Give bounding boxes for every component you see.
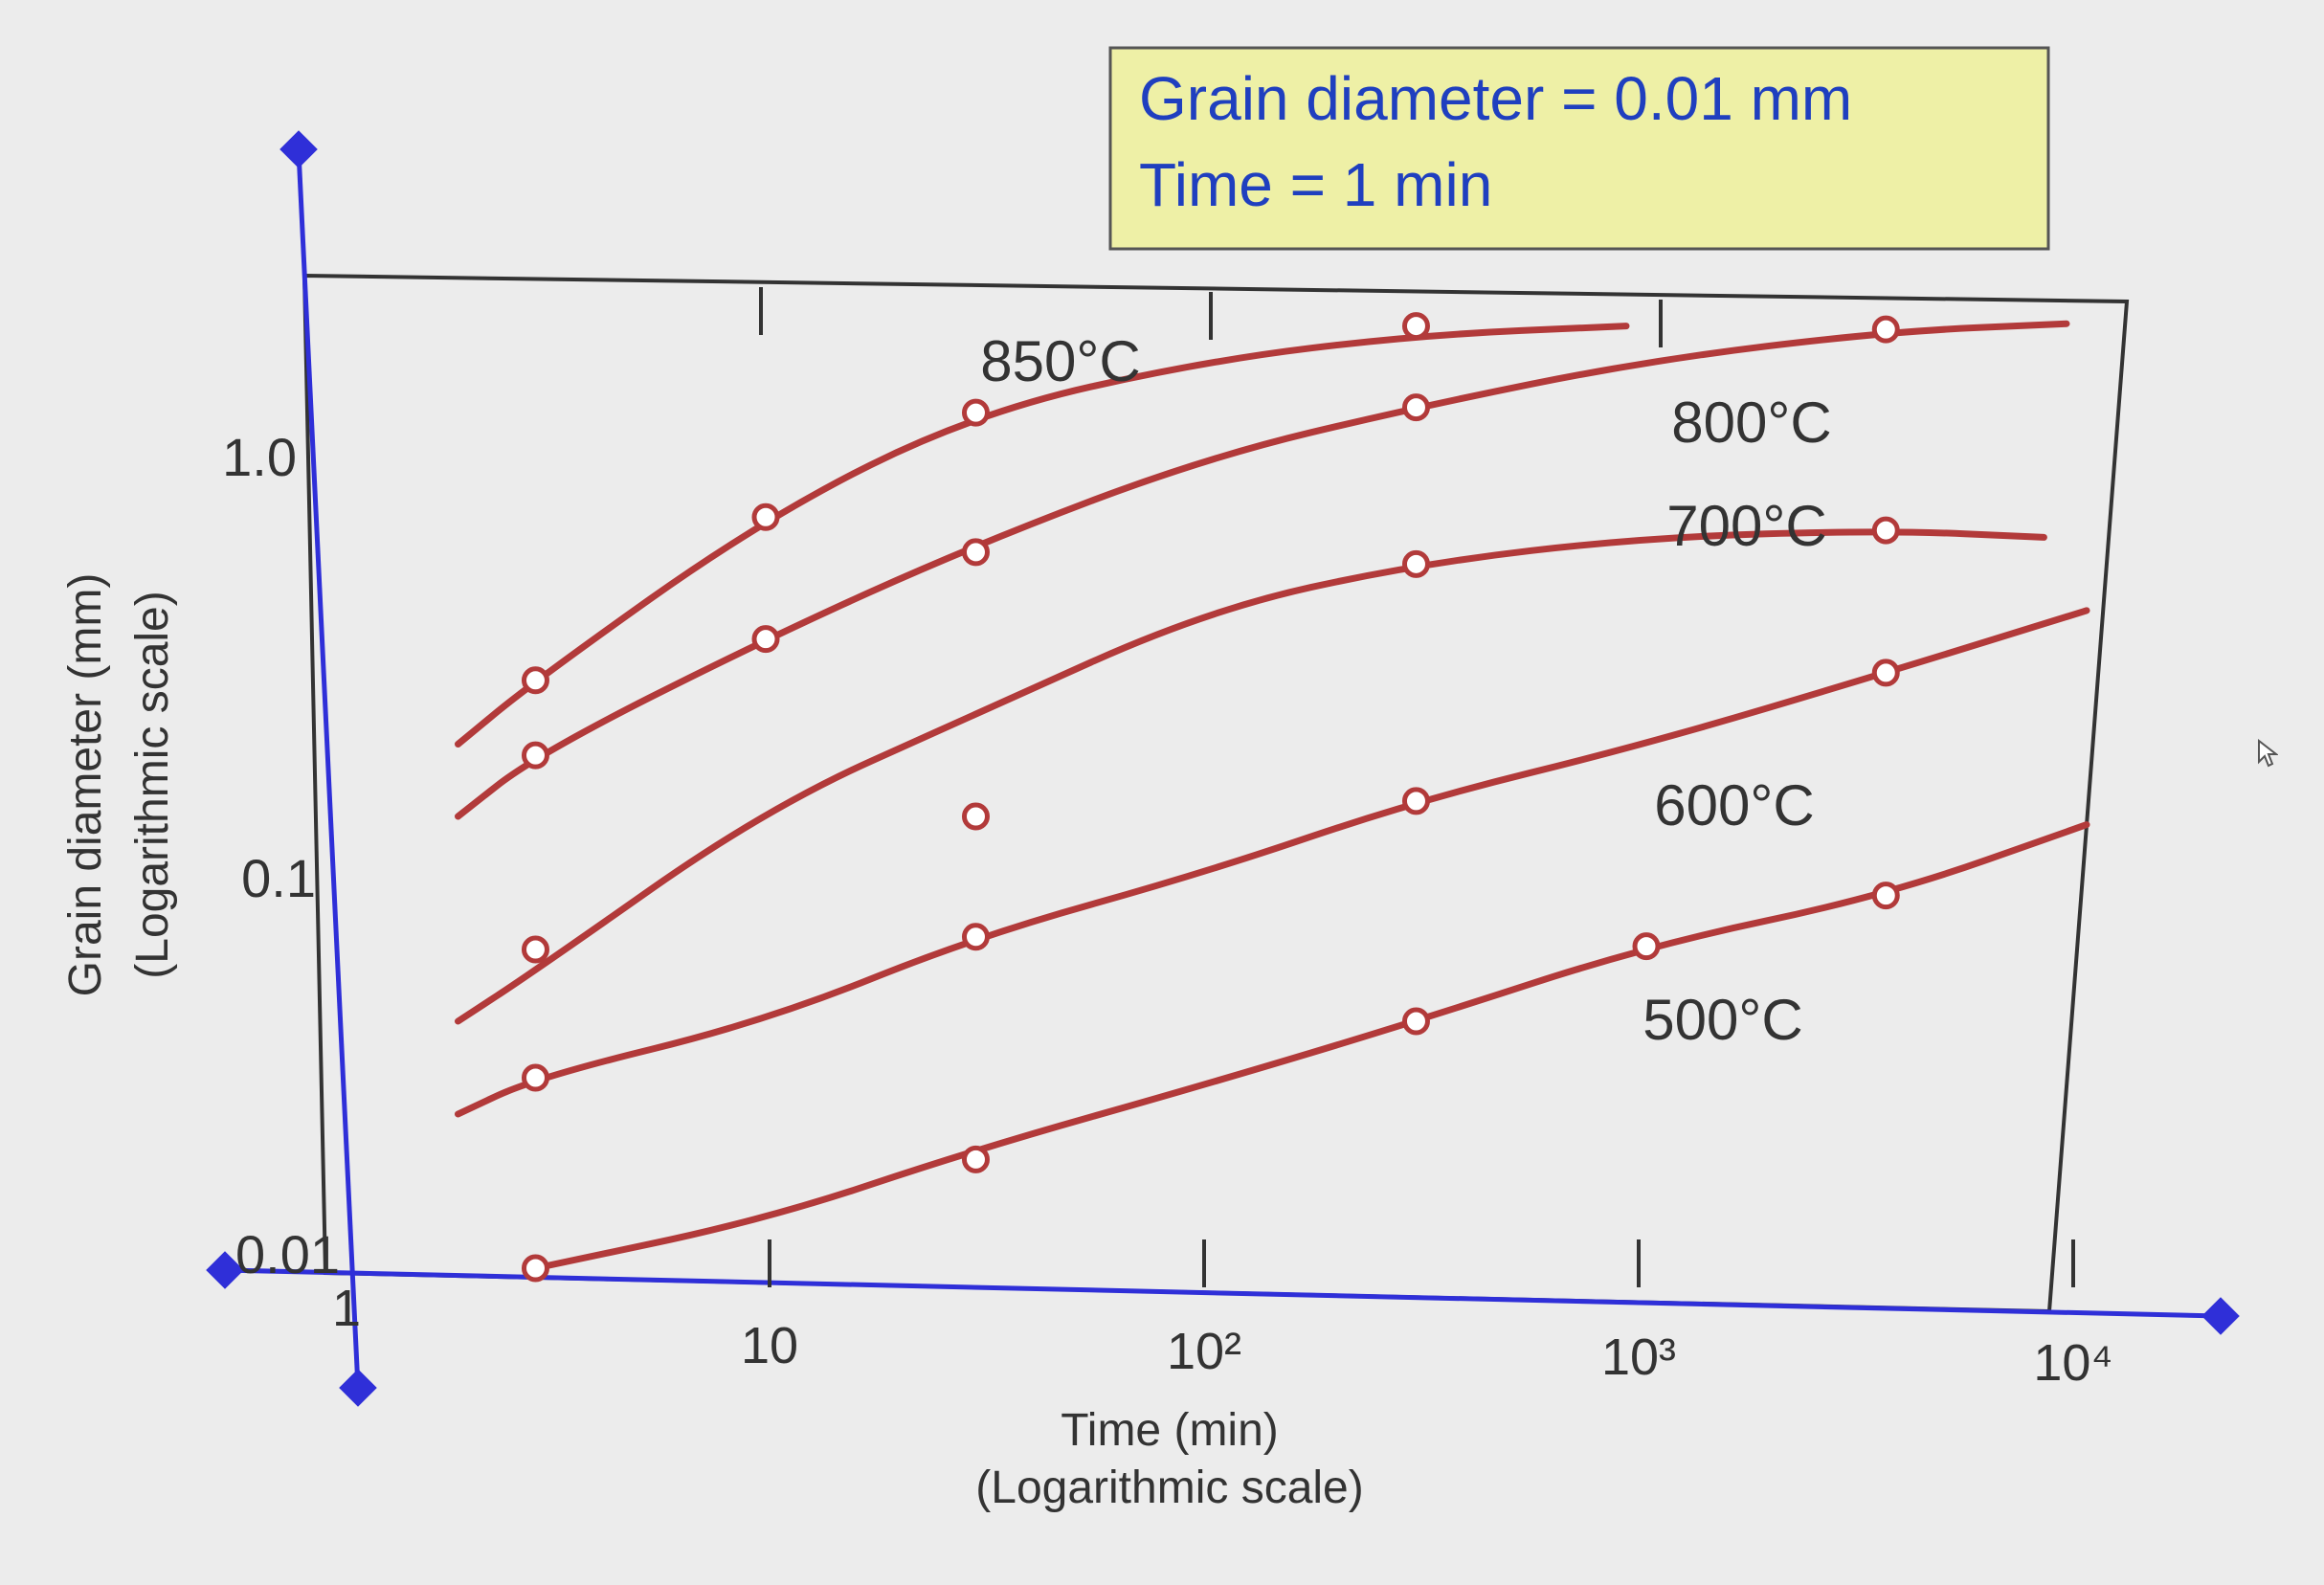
series-label: 600°C	[1654, 773, 1814, 837]
mouse-cursor-icon	[2257, 738, 2279, 768]
data-point	[1401, 312, 1430, 341]
data-point	[1871, 882, 1900, 910]
axis-end-marker	[279, 130, 318, 168]
axis-end-marker	[339, 1369, 377, 1407]
series-line-4	[532, 821, 2090, 1272]
series-line-2	[455, 528, 2047, 1025]
y-axis-line	[296, 150, 361, 1389]
data-point	[961, 538, 990, 567]
data-point	[1401, 787, 1430, 815]
data-point	[751, 625, 780, 654]
x-axis-subtitle: (Logarithmic scale)	[975, 1462, 1363, 1513]
data-point	[751, 502, 780, 531]
data-point	[1871, 516, 1900, 545]
data-point	[521, 1254, 549, 1283]
series-line-0	[455, 323, 1630, 748]
series-line-3	[455, 607, 2090, 1118]
x-tick-label: 10²	[1167, 1323, 1241, 1380]
data-point	[521, 666, 549, 695]
y-tick-label: 0.01	[235, 1224, 340, 1284]
x-tick-label: 10⁴	[2033, 1334, 2112, 1392]
series-label: 800°C	[1671, 391, 1831, 455]
data-point	[521, 741, 549, 770]
y-tick-label: 0.1	[241, 848, 316, 908]
series-label: 700°C	[1666, 494, 1826, 558]
axis-end-marker	[2201, 1297, 2240, 1335]
data-point	[1401, 393, 1430, 422]
x-axis-line	[224, 1267, 2222, 1319]
data-point	[521, 1063, 549, 1092]
data-point	[1632, 932, 1661, 961]
series-line-1	[455, 320, 2070, 820]
data-point	[1871, 315, 1900, 344]
info-box-line: Time = 1 min	[1139, 150, 1492, 219]
x-axis-title: Time (min)	[1061, 1405, 1279, 1456]
y-tick-label: 1.0	[222, 427, 297, 487]
data-point	[521, 935, 549, 964]
info-box	[1108, 46, 2050, 251]
x-tick-label: 10³	[1601, 1328, 1676, 1386]
data-point	[1871, 659, 1900, 687]
data-point	[961, 923, 990, 951]
data-point	[961, 802, 990, 831]
x-tick-label: 10	[741, 1317, 798, 1374]
data-point	[1401, 549, 1430, 578]
info-box-line: Grain diameter = 0.01 mm	[1139, 64, 1852, 133]
data-point	[961, 398, 990, 427]
y-axis-title: Grain diameter (mm)	[60, 573, 111, 997]
data-point	[1401, 1007, 1430, 1036]
data-point	[961, 1145, 990, 1173]
y-axis-subtitle: (Logarithmic scale)	[127, 591, 178, 978]
x-tick-label: 1	[332, 1280, 361, 1337]
series-label: 850°C	[980, 329, 1140, 393]
plot-frame	[302, 273, 2130, 1314]
series-label: 500°C	[1642, 988, 1802, 1052]
